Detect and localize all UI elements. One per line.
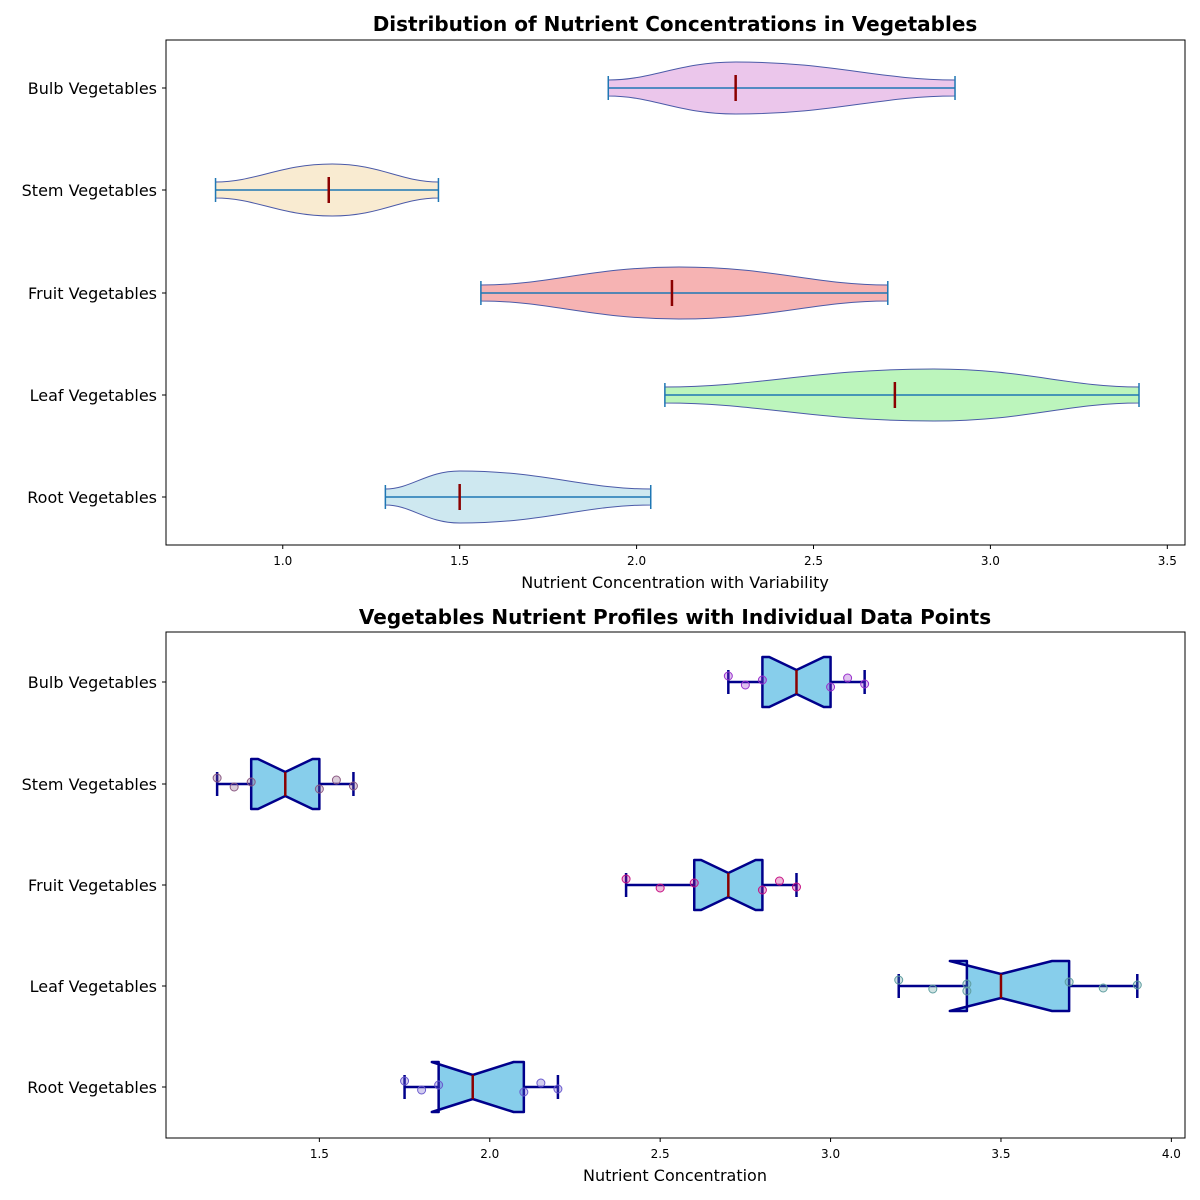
data-point-leaf-vegetables	[1098, 983, 1108, 993]
violin-y-tick-label: Bulb Vegetables	[28, 79, 157, 98]
box-x-tick-label: 4.0	[1162, 1147, 1181, 1161]
box-x-tick-label: 2.5	[651, 1147, 670, 1161]
data-point-leaf-vegetables	[962, 986, 972, 996]
box-y-tick-label: Bulb Vegetables	[28, 673, 157, 692]
violin-y-tick-label: Root Vegetables	[27, 488, 157, 507]
violin-y-tick-label: Leaf Vegetables	[30, 386, 157, 405]
data-point-root-vegetables	[417, 1085, 427, 1095]
data-point-fruit-vegetables	[621, 874, 631, 884]
violin-x-tick-labels: 1.0 1.5 2.0 2.5 3.0 3.5	[273, 545, 1177, 568]
box-body-root-vegetables	[430, 1060, 526, 1114]
box-chart-title: Vegetables Nutrient Profiles with Indivi…	[359, 605, 991, 629]
box-y-tick-label: Stem Vegetables	[22, 775, 157, 794]
data-point-leaf-vegetables	[928, 984, 938, 994]
box-body-leaf-vegetables	[948, 959, 1071, 1013]
data-point-root-vegetables	[519, 1087, 529, 1097]
data-point-bulb-vegetables	[740, 680, 750, 690]
box-axes-frame	[165, 631, 1186, 1139]
data-point-bulb-vegetables	[843, 673, 853, 683]
data-point-root-vegetables	[400, 1076, 410, 1086]
data-point-stem-vegetables	[212, 773, 222, 783]
box-x-axis-label: Nutrient Concentration	[583, 1166, 767, 1185]
data-point-leaf-vegetables	[1132, 980, 1142, 990]
box-y-tick-label: Leaf Vegetables	[30, 977, 157, 996]
violin-y-tick-labels: Root Vegetables Leaf Vegetables Fruit Vege…	[22, 79, 166, 507]
data-point-stem-vegetables	[314, 784, 324, 794]
data-point-bulb-vegetables	[860, 679, 870, 689]
box-x-tick-labels: 1.5 2.0 2.5 3.0 3.5 4.0	[310, 1138, 1181, 1161]
data-point-fruit-vegetables	[655, 883, 665, 893]
data-point-fruit-vegetables	[774, 876, 784, 886]
data-point-leaf-vegetables	[894, 975, 904, 985]
violin-x-tick-label: 2.5	[804, 554, 823, 568]
data-point-stem-vegetables	[331, 775, 341, 785]
data-point-leaf-vegetables	[1064, 977, 1074, 987]
violin-chart-title: Distribution of Nutrient Concentrations …	[373, 12, 978, 36]
data-point-root-vegetables	[434, 1080, 444, 1090]
data-point-root-vegetables	[536, 1078, 546, 1088]
violin-x-tick-label: 2.0	[627, 554, 646, 568]
box-y-tick-label: Root Vegetables	[27, 1078, 157, 1097]
data-point-stem-vegetables	[229, 782, 239, 792]
data-point-fruit-vegetables	[757, 885, 767, 895]
violin-y-tick-label: Fruit Vegetables	[28, 284, 157, 303]
violin-x-tick-label: 3.5	[1158, 554, 1177, 568]
data-point-fruit-vegetables	[791, 882, 801, 892]
data-point-stem-vegetables	[246, 777, 256, 787]
box-x-tick-label: 1.5	[310, 1147, 329, 1161]
box-y-tick-label: Fruit Vegetables	[28, 876, 157, 895]
box-x-tick-label: 2.0	[480, 1147, 499, 1161]
violin-y-tick-label: Stem Vegetables	[22, 181, 157, 200]
data-point-bulb-vegetables	[723, 671, 733, 681]
violin-x-tick-label: 3.0	[981, 554, 1000, 568]
violin-plot-area	[214, 61, 1140, 524]
violin-x-tick-label: 1.0	[273, 554, 292, 568]
data-point-leaf-vegetables	[962, 979, 972, 989]
violin-axes-frame	[165, 39, 1186, 546]
box-plot-area	[212, 655, 1142, 1114]
data-point-bulb-vegetables	[826, 682, 836, 692]
violin-x-tick-label: 1.5	[450, 554, 469, 568]
data-point-root-vegetables	[553, 1084, 563, 1094]
data-point-fruit-vegetables	[689, 878, 699, 888]
box-x-tick-label: 3.0	[821, 1147, 840, 1161]
box-x-tick-label: 3.5	[991, 1147, 1010, 1161]
data-point-stem-vegetables	[348, 781, 358, 791]
violin-x-axis-label: Nutrient Concentration with Variability	[521, 573, 829, 592]
data-point-bulb-vegetables	[757, 675, 767, 685]
box-y-tick-labels: Root Vegetables Leaf Vegetables Fruit Vege…	[22, 673, 166, 1097]
